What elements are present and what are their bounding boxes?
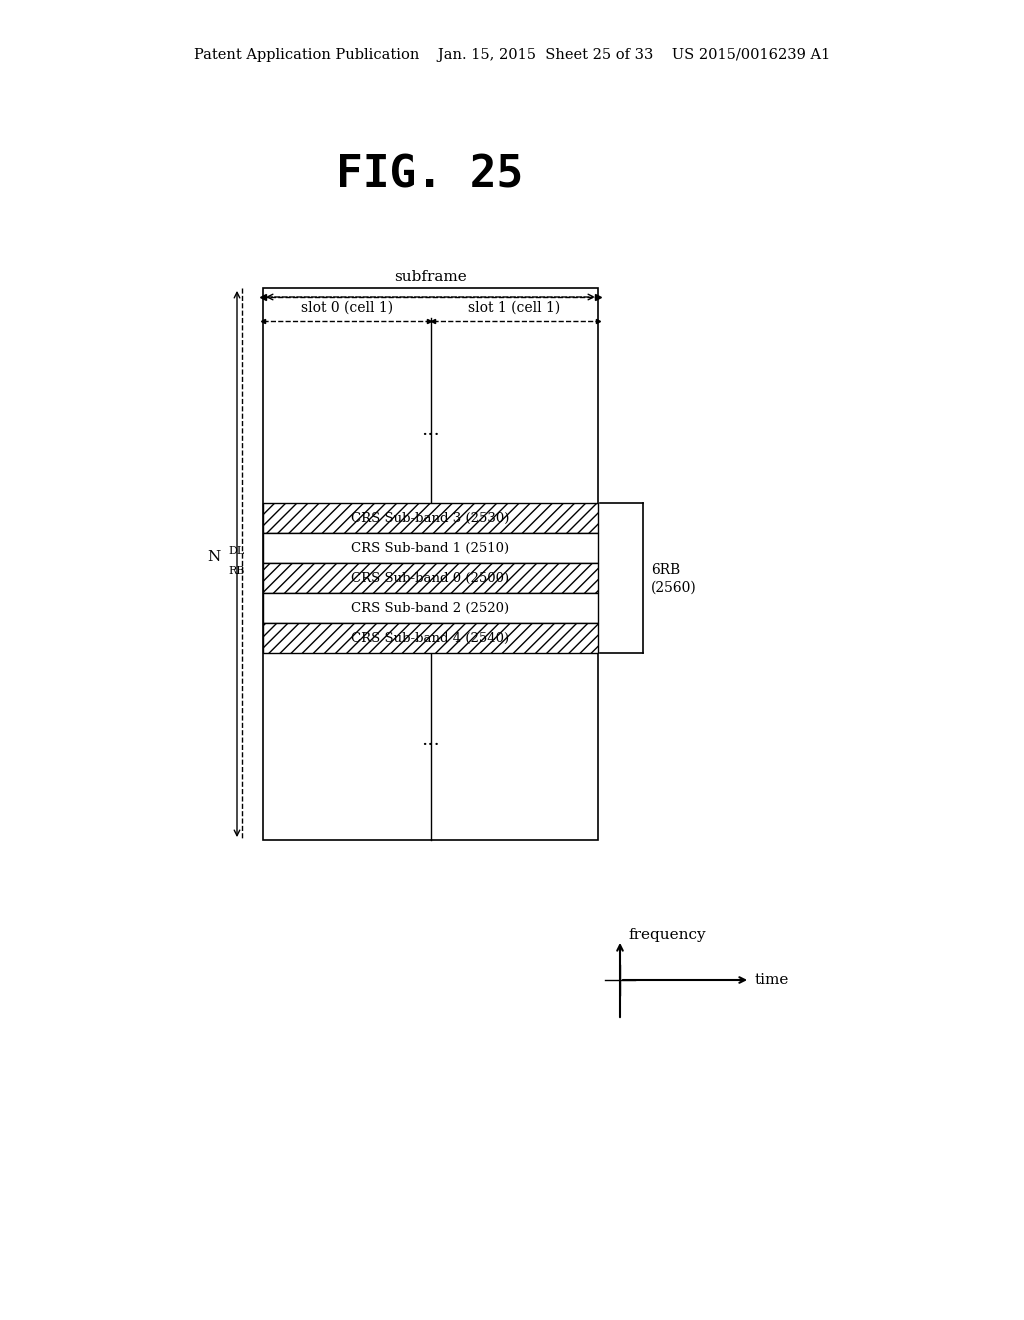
- Text: time: time: [755, 973, 790, 987]
- Text: subframe: subframe: [394, 271, 467, 284]
- Text: CRS Sub-band 3 (2530): CRS Sub-band 3 (2530): [351, 511, 510, 524]
- Text: CRS Sub-band 1 (2510): CRS Sub-band 1 (2510): [351, 541, 510, 554]
- Text: Patent Application Publication    Jan. 15, 2015  Sheet 25 of 33    US 2015/00162: Patent Application Publication Jan. 15, …: [194, 48, 830, 62]
- Text: CRS Sub-band 4 (2540): CRS Sub-band 4 (2540): [351, 631, 510, 644]
- Bar: [263, 564, 598, 593]
- Text: slot 0 (cell 1): slot 0 (cell 1): [301, 301, 393, 315]
- Text: ...: ...: [421, 731, 440, 748]
- Text: DL: DL: [228, 546, 245, 556]
- Text: ...: ...: [421, 421, 440, 440]
- Text: 6RB: 6RB: [651, 564, 680, 577]
- Text: CRS Sub-band 0 (2500): CRS Sub-band 0 (2500): [351, 572, 510, 585]
- Text: FIG. 25: FIG. 25: [336, 153, 523, 197]
- Text: CRS Sub-band 2 (2520): CRS Sub-band 2 (2520): [351, 602, 510, 615]
- Text: frequency: frequency: [628, 928, 706, 942]
- Bar: [263, 503, 598, 533]
- Bar: [263, 288, 598, 840]
- Text: (2560): (2560): [651, 581, 696, 595]
- Bar: [263, 533, 598, 564]
- Text: N: N: [207, 550, 220, 564]
- Bar: [263, 593, 598, 623]
- Text: RB: RB: [228, 566, 245, 576]
- Text: slot 1 (cell 1): slot 1 (cell 1): [468, 301, 560, 315]
- Bar: [263, 623, 598, 653]
